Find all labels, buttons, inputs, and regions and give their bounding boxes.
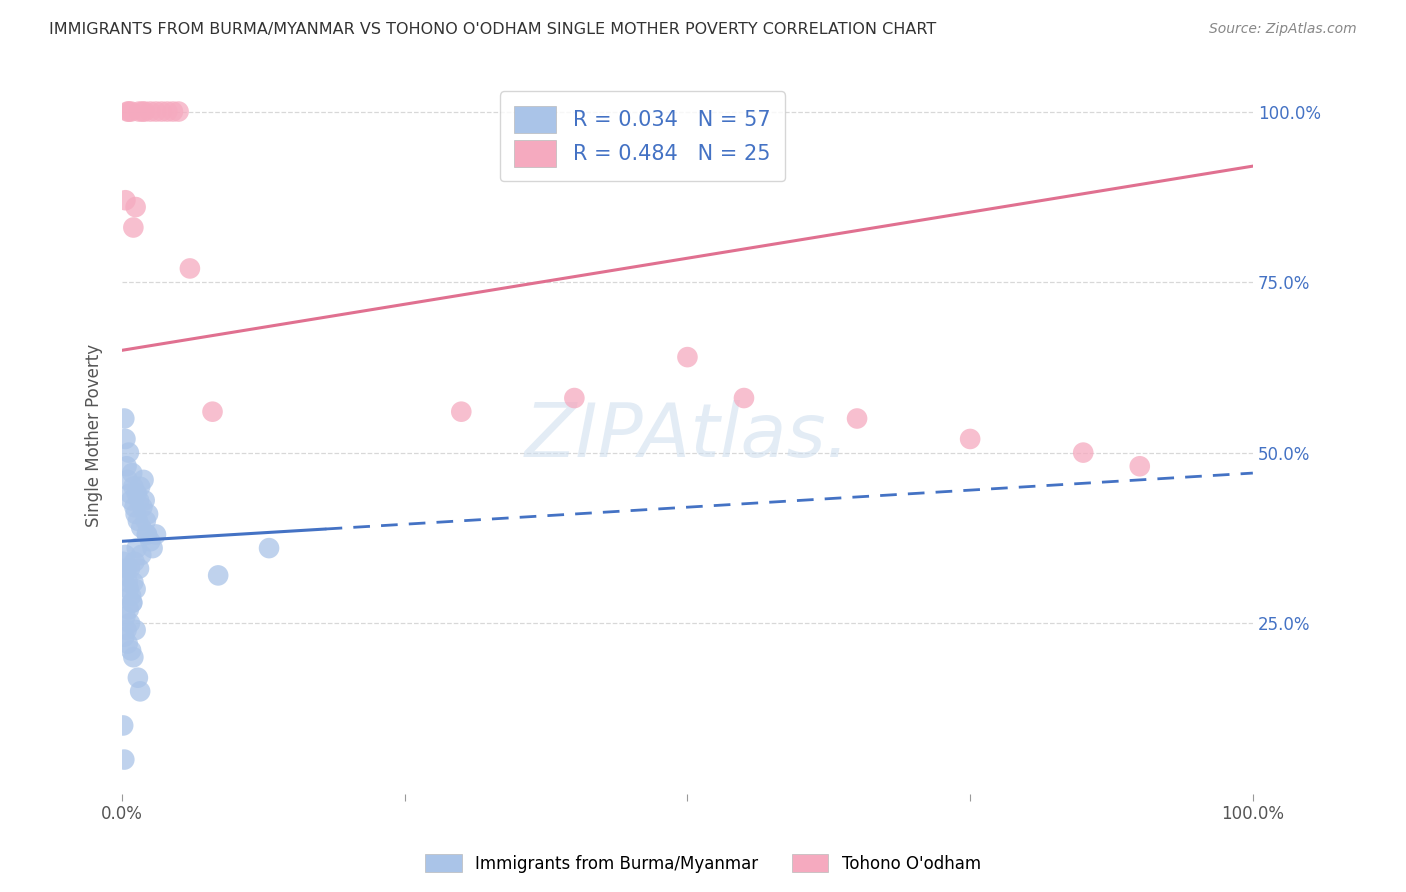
Point bbox=[114, 432, 136, 446]
Point bbox=[129, 480, 152, 494]
Point bbox=[156, 104, 179, 119]
Point bbox=[118, 445, 141, 459]
Point bbox=[129, 684, 152, 698]
Point bbox=[118, 486, 141, 500]
Point bbox=[124, 507, 146, 521]
Point bbox=[150, 104, 173, 119]
Point bbox=[179, 261, 201, 276]
Point bbox=[120, 104, 142, 119]
Point bbox=[131, 500, 153, 515]
Point bbox=[112, 568, 135, 582]
Point bbox=[257, 541, 280, 555]
Point bbox=[118, 561, 141, 575]
Point bbox=[142, 541, 165, 555]
Point bbox=[122, 480, 145, 494]
Point bbox=[118, 602, 141, 616]
Point bbox=[207, 568, 229, 582]
Point bbox=[134, 493, 156, 508]
Point bbox=[136, 507, 159, 521]
Point bbox=[118, 104, 141, 119]
Point bbox=[122, 650, 145, 665]
Point bbox=[124, 555, 146, 569]
Point bbox=[121, 466, 143, 480]
Point bbox=[120, 643, 142, 657]
Point bbox=[117, 575, 139, 590]
Text: Source: ZipAtlas.com: Source: ZipAtlas.com bbox=[1209, 22, 1357, 37]
Point bbox=[117, 473, 139, 487]
Point bbox=[135, 514, 157, 528]
Point bbox=[139, 534, 162, 549]
Point bbox=[959, 432, 981, 446]
Point bbox=[145, 527, 167, 541]
Point bbox=[125, 541, 148, 555]
Point bbox=[145, 104, 167, 119]
Point bbox=[127, 671, 149, 685]
Point bbox=[112, 630, 135, 644]
Point bbox=[129, 548, 152, 562]
Y-axis label: Single Mother Poverty: Single Mother Poverty bbox=[86, 344, 103, 527]
Text: ZIPAtlas.: ZIPAtlas. bbox=[524, 400, 851, 472]
Point bbox=[201, 405, 224, 419]
Point bbox=[450, 405, 472, 419]
Point bbox=[136, 527, 159, 541]
Point bbox=[733, 391, 755, 405]
Point bbox=[115, 623, 138, 637]
Point bbox=[136, 527, 159, 541]
Point bbox=[139, 104, 162, 119]
Point bbox=[112, 718, 135, 732]
Point bbox=[1071, 445, 1094, 459]
Point bbox=[1129, 459, 1152, 474]
Point bbox=[112, 555, 135, 569]
Point bbox=[127, 514, 149, 528]
Point bbox=[117, 104, 139, 119]
Point bbox=[121, 596, 143, 610]
Point bbox=[122, 575, 145, 590]
Legend: R = 0.034   N = 57, R = 0.484   N = 25: R = 0.034 N = 57, R = 0.484 N = 25 bbox=[499, 92, 785, 181]
Point bbox=[125, 486, 148, 500]
Point bbox=[120, 493, 142, 508]
Point bbox=[128, 493, 150, 508]
Point bbox=[132, 473, 155, 487]
Point bbox=[124, 623, 146, 637]
Point bbox=[114, 548, 136, 562]
Legend: Immigrants from Burma/Myanmar, Tohono O'odham: Immigrants from Burma/Myanmar, Tohono O'… bbox=[419, 847, 987, 880]
Point bbox=[846, 411, 869, 425]
Text: IMMIGRANTS FROM BURMA/MYANMAR VS TOHONO O'ODHAM SINGLE MOTHER POVERTY CORRELATIO: IMMIGRANTS FROM BURMA/MYANMAR VS TOHONO … bbox=[49, 22, 936, 37]
Point bbox=[128, 104, 150, 119]
Point bbox=[112, 411, 135, 425]
Point bbox=[121, 596, 143, 610]
Point bbox=[112, 753, 135, 767]
Point bbox=[124, 200, 146, 214]
Point bbox=[124, 500, 146, 515]
Point bbox=[117, 637, 139, 651]
Point bbox=[120, 589, 142, 603]
Point bbox=[167, 104, 190, 119]
Point bbox=[122, 220, 145, 235]
Point bbox=[118, 582, 141, 596]
Point bbox=[128, 561, 150, 575]
Point bbox=[564, 391, 586, 405]
Point bbox=[115, 561, 138, 575]
Point bbox=[676, 350, 699, 364]
Point bbox=[118, 616, 141, 631]
Point bbox=[162, 104, 184, 119]
Point bbox=[134, 104, 156, 119]
Point bbox=[114, 609, 136, 624]
Point bbox=[124, 582, 146, 596]
Point bbox=[115, 459, 138, 474]
Point bbox=[114, 193, 136, 207]
Point bbox=[129, 521, 152, 535]
Point bbox=[131, 104, 153, 119]
